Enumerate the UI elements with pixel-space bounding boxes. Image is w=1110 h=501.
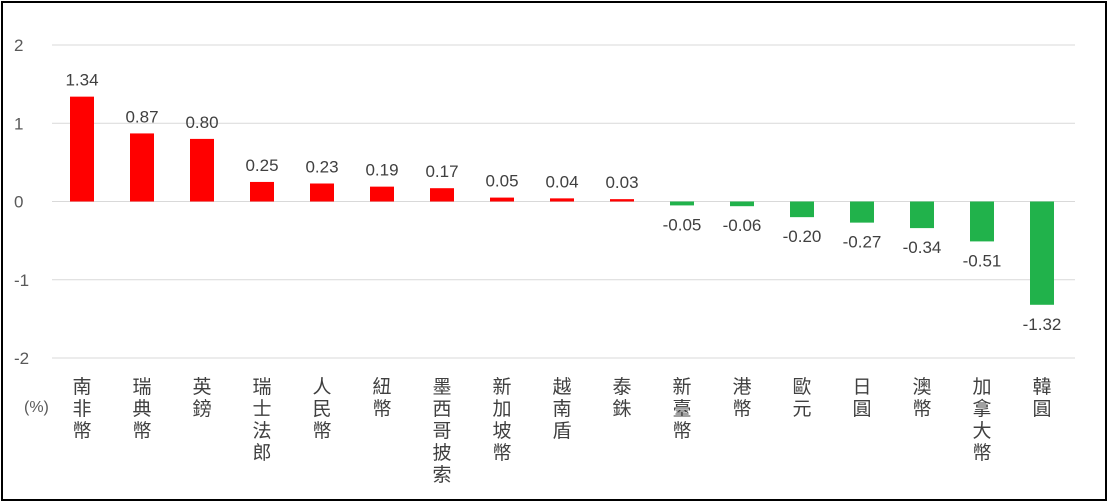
- category-label: 英鎊: [192, 376, 211, 420]
- data-label: 0.87: [125, 107, 158, 126]
- category-label: 澳幣: [912, 376, 931, 420]
- data-label: 0.25: [245, 156, 278, 175]
- category-label: 港幣: [732, 376, 751, 420]
- category-label: 墨西哥披索: [432, 376, 451, 486]
- bar: [850, 201, 874, 223]
- data-label: 0.03: [605, 173, 638, 192]
- category-label: 歐元: [792, 376, 811, 420]
- data-label: -0.27: [843, 233, 882, 252]
- bar: [430, 188, 454, 202]
- bar: [70, 96, 94, 202]
- y-tick-label: 1: [14, 114, 23, 133]
- bar: [790, 201, 814, 218]
- category-label: 瑞士法郎: [252, 376, 271, 464]
- y-tick-label: -2: [14, 349, 29, 368]
- data-label: 1.34: [65, 71, 98, 90]
- data-label: -0.51: [963, 251, 1002, 270]
- y-tick-label: -1: [14, 271, 29, 290]
- bar: [910, 201, 934, 229]
- bar: [610, 199, 634, 202]
- bar: [670, 201, 694, 206]
- y-axis-unit-label: (%): [24, 399, 49, 416]
- category-label: 人民幣: [312, 376, 331, 442]
- bar: [1030, 201, 1054, 305]
- data-label: -0.34: [903, 238, 942, 257]
- y-tick-label: 0: [14, 193, 23, 212]
- bar: [250, 181, 274, 202]
- data-label: -1.32: [1023, 315, 1062, 334]
- category-label: 日圓: [852, 376, 871, 420]
- data-label: 0.04: [545, 172, 578, 191]
- y-tick-label: 2: [14, 36, 23, 55]
- category-label: 越南盾: [552, 376, 571, 442]
- category-label: 泰銖: [612, 376, 631, 420]
- data-label: -0.06: [723, 216, 762, 235]
- data-label: 0.19: [365, 161, 398, 180]
- bar: [190, 138, 214, 202]
- category-label: 新加坡幣: [492, 376, 511, 464]
- category-label: 韓圓: [1032, 376, 1051, 420]
- data-label: -0.20: [783, 227, 822, 246]
- data-label: 0.17: [425, 162, 458, 181]
- data-label: 0.23: [305, 158, 338, 177]
- data-label: -0.05: [663, 215, 702, 234]
- category-label: 新臺幣: [672, 376, 691, 442]
- bar: [370, 186, 394, 202]
- category-label: 加拿大幣: [972, 376, 991, 464]
- data-label: 0.05: [485, 172, 518, 191]
- category-label: 南非幣: [72, 376, 91, 442]
- bar: [730, 201, 754, 207]
- data-label: 0.80: [185, 113, 218, 132]
- bar: [310, 183, 334, 202]
- bar: [970, 201, 994, 242]
- category-label: 瑞典幣: [132, 376, 151, 442]
- bar: [490, 197, 514, 202]
- bar: [130, 133, 154, 202]
- category-label: 紐幣: [372, 376, 391, 420]
- bar: [550, 198, 574, 202]
